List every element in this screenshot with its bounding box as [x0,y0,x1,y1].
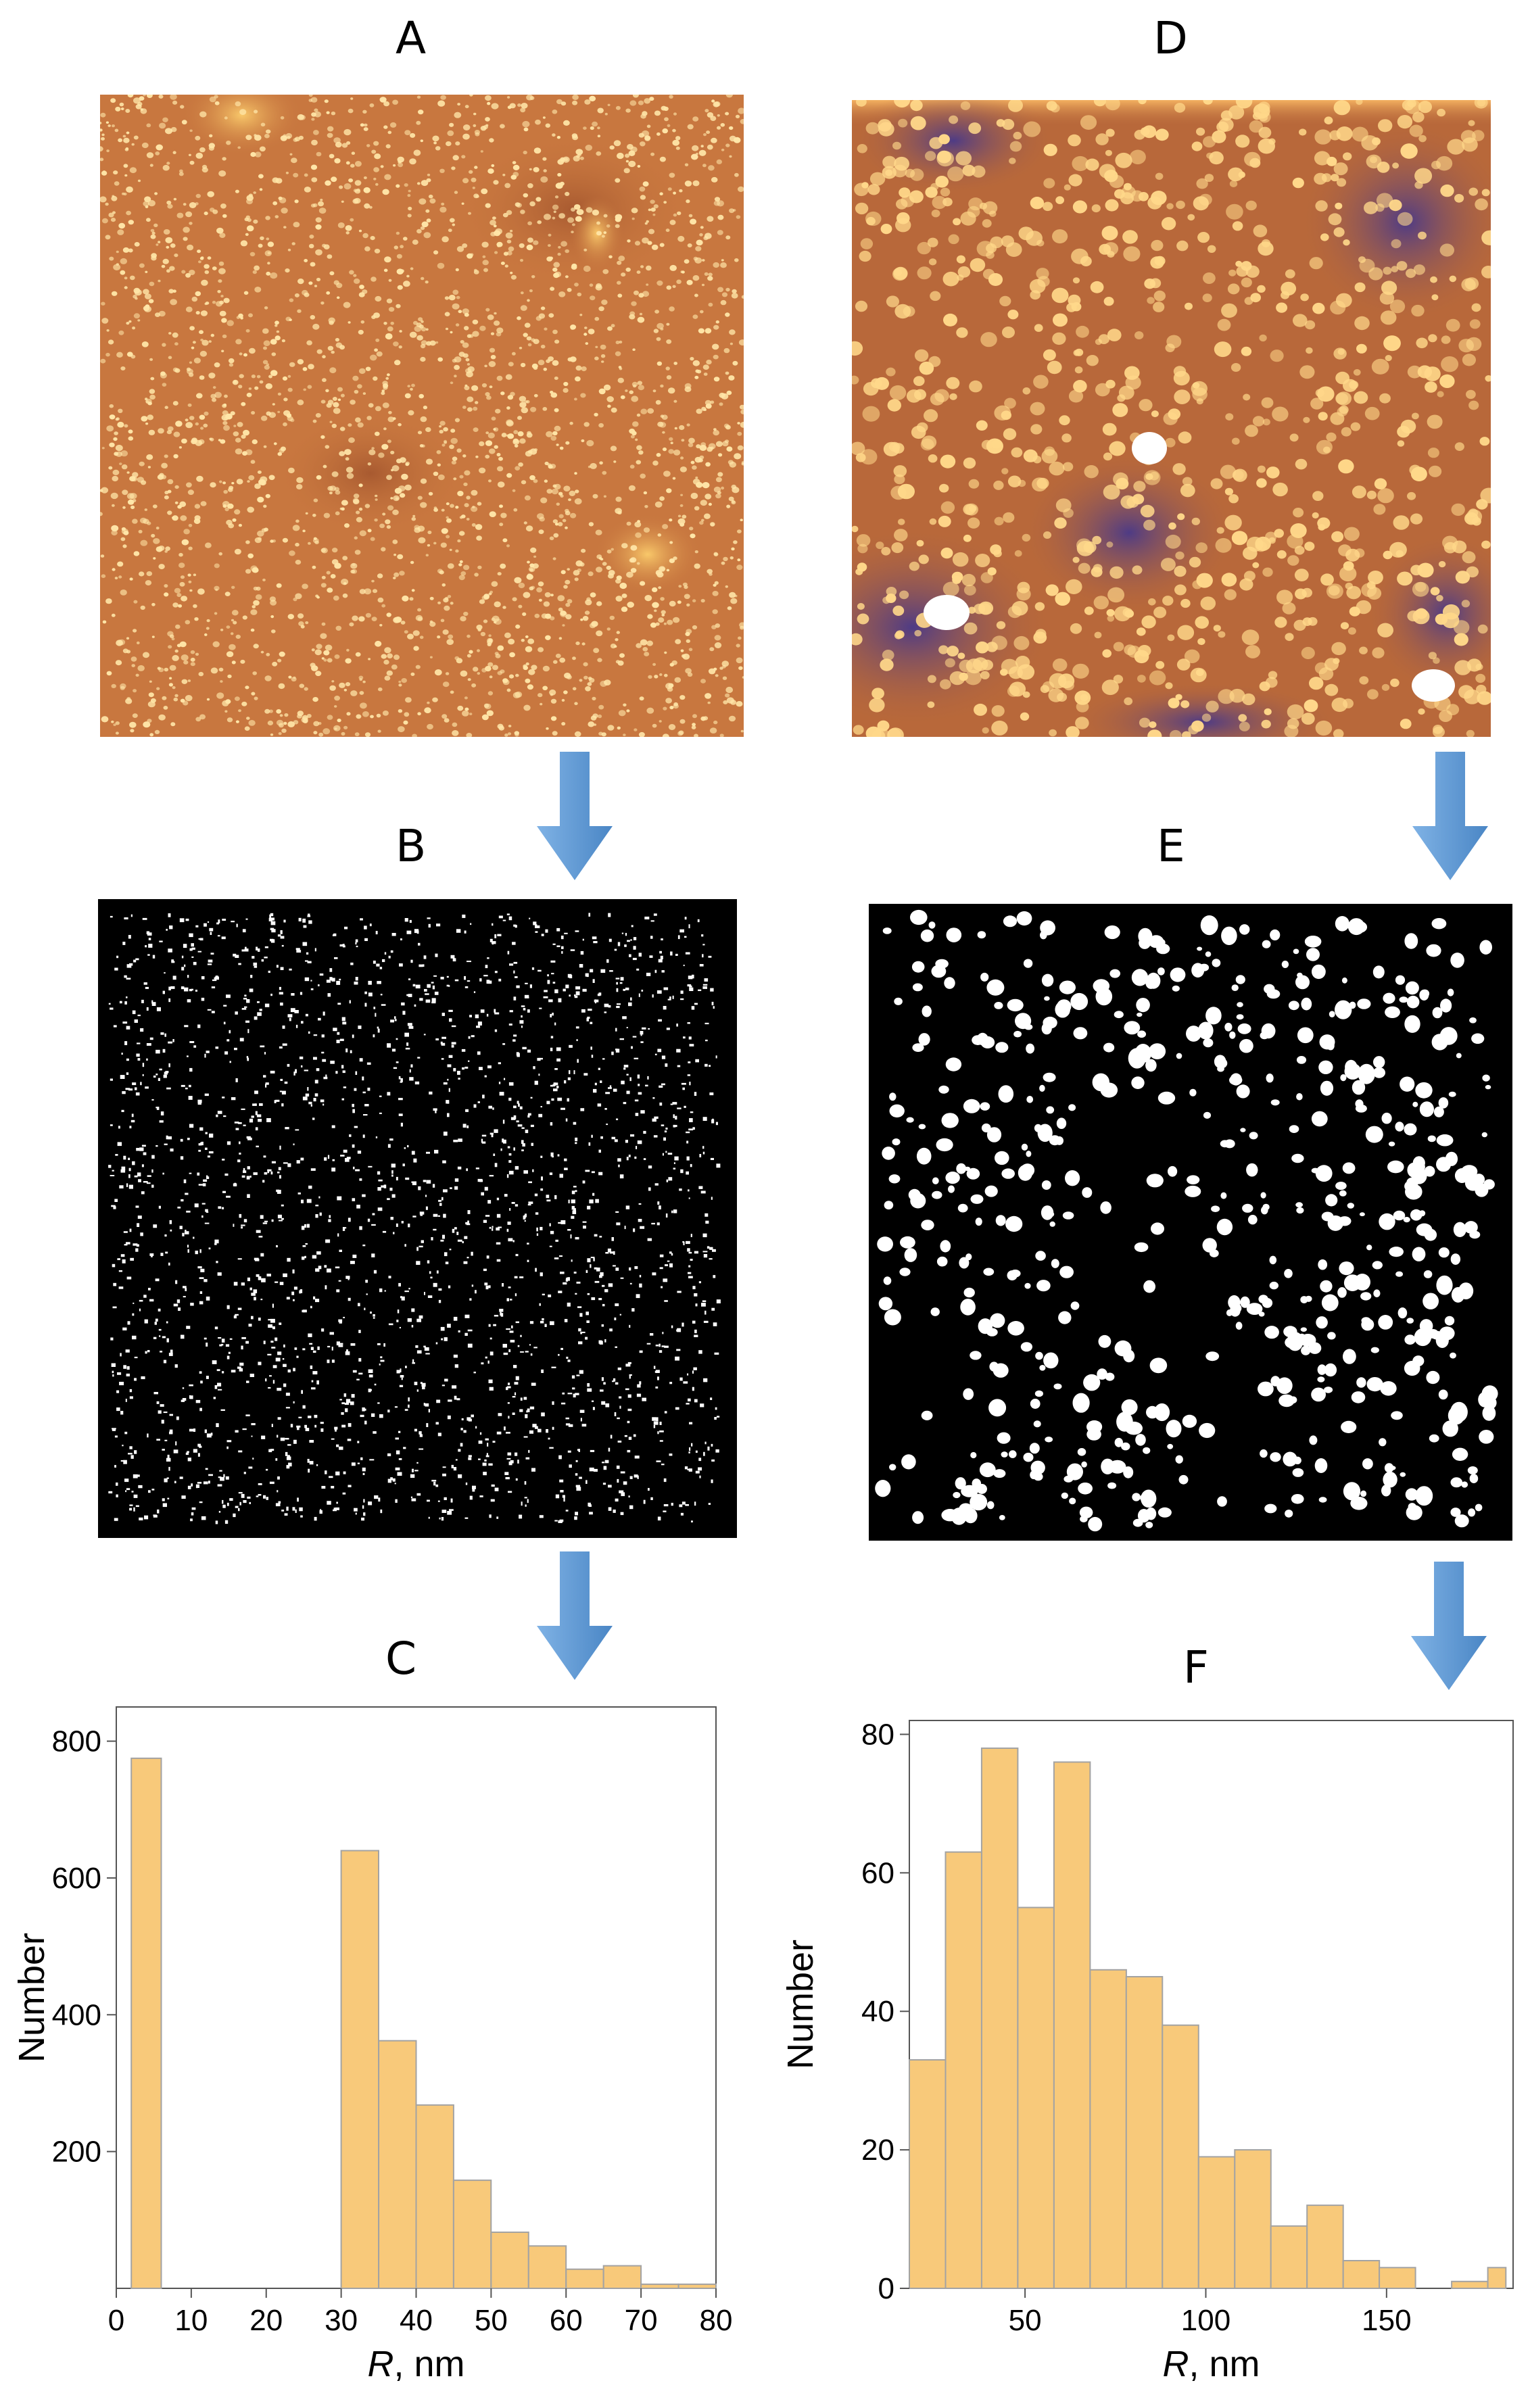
histogram-bar [602,2265,642,2289]
x-tick-label: 20 [249,2304,283,2337]
histogram-bar [490,2232,529,2289]
histogram-bar [677,2283,717,2290]
histogram-bar [1053,1761,1091,2289]
x-tick-label: 100 [1181,2304,1230,2337]
binary-image-b [98,899,737,1538]
x-tick-label: 10 [174,2304,208,2337]
histogram-bar [945,1851,982,2290]
histogram-bar [1451,2280,1489,2289]
x-tick-label: 150 [1362,2304,1411,2337]
histogram-bar [340,1850,380,2289]
y-tick-label: 80 [861,1718,894,1751]
histogram-bar [1089,1969,1127,2289]
x-tick-label: 50 [475,2304,508,2337]
x-tick-label: 80 [700,2304,733,2337]
binary-background-b [98,899,737,1538]
arrow-down-icon [1411,1562,1487,1690]
histogram-bar [1342,2260,1381,2289]
histogram-bar [1197,2156,1236,2290]
arrow-down-icon [537,752,613,880]
histogram-chart-c: 0 10 20 30 40 50 60 70 80 200 400 600 800 R, nm Number [11,1706,733,2384]
panel-label-a: A [396,12,427,64]
y-tick-label: 200 [52,2136,101,2169]
panel-label-f: F [1183,1641,1209,1693]
binary-particles-e [875,909,1498,1532]
histogram-bar [452,2180,492,2289]
histogram-bar [1162,2024,1199,2289]
panel-label-b: B [396,820,427,872]
y-tick-label: 800 [52,1725,101,1758]
binary-particles-b [108,913,721,1524]
y-tick-label: 60 [861,1856,894,1889]
histogram-bar [1379,2267,1416,2289]
histogram-bar [909,2059,947,2289]
panel-label-c: C [385,1633,417,1685]
y-tick-label: 20 [861,2134,894,2167]
y-tick-label: 600 [52,1862,101,1895]
binary-image-e [869,904,1512,1541]
histogram-bar [1270,2225,1308,2289]
histogram-bar [1017,1906,1055,2290]
afm-image-a [100,95,744,737]
histogram-bar [640,2283,679,2290]
histogram-bar [1306,2205,1344,2289]
arrow-down-icon [537,1551,613,1680]
histogram-bar [1234,2149,1272,2289]
panel-label-e: E [1157,820,1185,872]
x-tick-label: 30 [325,2304,358,2337]
histogram-bar [1125,1976,1164,2289]
histogram-bar [527,2245,567,2289]
y-axis-label: Number [780,1940,821,2069]
panel-label-d: D [1153,12,1188,64]
histogram-bar [378,2040,417,2289]
x-tick-label: 50 [1009,2304,1042,2337]
histogram-bar [980,1748,1019,2289]
x-tick-label: 60 [550,2304,583,2337]
x-axis-label: R, nm [1162,2344,1260,2384]
histogram-bar [565,2268,604,2290]
afm-particles-a [100,95,744,737]
x-axis-label: R, nm [367,2344,464,2384]
histogram-chart-f: 50 100 150 0 20 40 60 80 R, nm Number [780,1718,1514,2384]
histogram-bar [1487,2267,1507,2289]
afm-particles-d [852,100,1491,737]
y-tick-label: 0 [878,2272,894,2305]
histogram-bar [130,1757,162,2289]
histogram-bar [415,2104,454,2289]
x-tick-label: 0 [108,2304,124,2337]
afm-image-d [852,100,1491,737]
y-tick-label: 40 [861,1995,894,2028]
x-tick-label: 70 [625,2304,658,2337]
y-axis-label: Number [11,1933,52,2063]
y-tick-label: 400 [52,1998,101,2031]
x-tick-label: 40 [400,2304,433,2337]
arrow-down-icon [1412,752,1488,880]
